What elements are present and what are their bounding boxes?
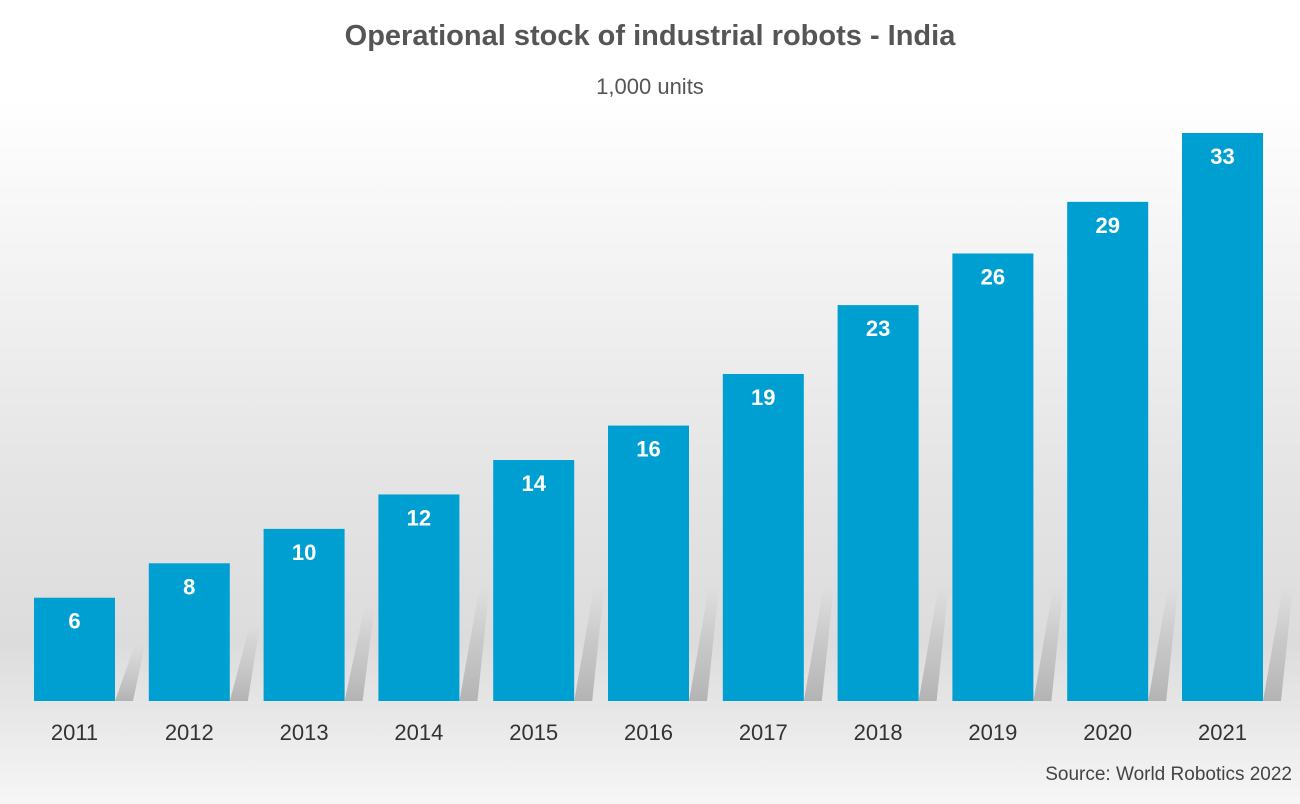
x-tick-label-2021: 2021 xyxy=(1198,720,1247,745)
bar-value-label-2020: 29 xyxy=(1095,213,1119,238)
source-note: Source: World Robotics 2022 xyxy=(1045,764,1292,785)
x-tick-label-2019: 2019 xyxy=(968,720,1017,745)
bar-shadow-2012 xyxy=(229,625,260,701)
bar-2016 xyxy=(608,425,689,701)
bar-2020 xyxy=(1067,201,1149,701)
bar-value-label-2012: 8 xyxy=(183,574,195,599)
chart-subtitle: 1,000 units xyxy=(596,74,704,99)
bar-value-label-2017: 19 xyxy=(751,385,775,410)
bar-shadows xyxy=(115,586,1293,701)
bar-value-label-2016: 16 xyxy=(636,437,660,462)
bar-value-label-2014: 12 xyxy=(407,505,431,530)
x-tick-label-2016: 2016 xyxy=(624,720,673,745)
bar-shadow-2014 xyxy=(459,587,490,701)
bar-2011 xyxy=(34,597,115,701)
x-axis-tick-labels: 2011 2012 2013 2014 2015 2016 2017 2018 2019 2020… xyxy=(51,720,1247,745)
bar-shadow-2013 xyxy=(344,606,375,701)
bar-shadow-2015 xyxy=(574,586,605,701)
bar-shadow-2016 xyxy=(689,586,719,701)
bar-value-labels: 6 8 10 12 14 16 19 23 26 29 33 xyxy=(68,144,1234,634)
x-tick-label-2012: 2012 xyxy=(165,720,214,745)
bar-2018 xyxy=(837,305,919,701)
bar-shadow-2019 xyxy=(1033,586,1064,701)
bar-2013 xyxy=(263,528,345,701)
bar-value-label-2018: 23 xyxy=(866,316,890,341)
bars xyxy=(34,133,1263,701)
bar-value-label-2011: 6 xyxy=(68,609,80,634)
bar-2017 xyxy=(722,373,804,701)
bar-shadow-2017 xyxy=(803,586,834,701)
bar-value-label-2021: 33 xyxy=(1210,144,1234,169)
x-tick-label-2017: 2017 xyxy=(739,720,788,745)
bar-2014 xyxy=(378,494,460,701)
x-tick-label-2014: 2014 xyxy=(394,720,443,745)
x-tick-label-2015: 2015 xyxy=(509,720,558,745)
bar-shadow-2011 xyxy=(115,644,145,701)
x-tick-label-2020: 2020 xyxy=(1083,720,1132,745)
bar-2019 xyxy=(952,253,1034,701)
x-tick-label-2013: 2013 xyxy=(280,720,329,745)
bar-2021 xyxy=(1182,133,1263,701)
bar-value-label-2013: 10 xyxy=(292,540,316,565)
bar-shadow-2020 xyxy=(1148,586,1179,701)
bar-shadow-2021 xyxy=(1263,586,1293,701)
x-tick-label-2018: 2018 xyxy=(854,720,903,745)
bar-value-label-2019: 26 xyxy=(981,264,1005,289)
bar-shadow-2018 xyxy=(918,586,949,701)
bar-2012 xyxy=(148,563,230,701)
chart-title: Operational stock of industrial robots -… xyxy=(344,20,956,52)
bar-value-label-2015: 14 xyxy=(521,471,546,496)
bar-2015 xyxy=(493,460,575,701)
x-tick-label-2011: 2011 xyxy=(51,720,98,745)
